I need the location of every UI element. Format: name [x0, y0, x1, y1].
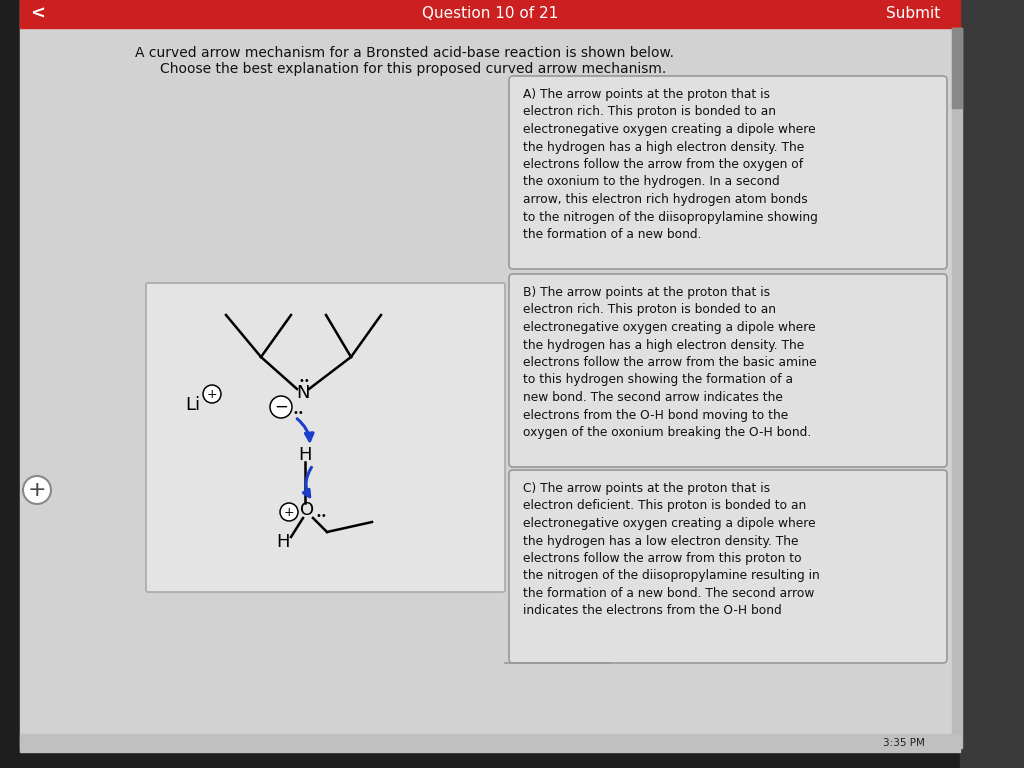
- Text: N: N: [296, 384, 309, 402]
- Circle shape: [280, 503, 298, 521]
- Bar: [952, 28, 962, 748]
- Text: +: +: [284, 505, 294, 518]
- Circle shape: [23, 476, 51, 504]
- Text: ••: ••: [298, 376, 310, 386]
- Bar: [20, 0, 961, 28]
- Text: +: +: [207, 388, 217, 400]
- FancyBboxPatch shape: [509, 470, 947, 663]
- Bar: [20, 734, 961, 752]
- FancyArrowPatch shape: [297, 419, 313, 441]
- Bar: [952, 28, 962, 108]
- Text: A curved arrow mechanism for a Bronsted acid-base reaction is shown below.: A curved arrow mechanism for a Bronsted …: [135, 46, 674, 60]
- Text: H: H: [298, 446, 311, 464]
- Text: Submit: Submit: [886, 6, 940, 22]
- Text: 3:35 PM: 3:35 PM: [883, 738, 925, 748]
- Text: O: O: [300, 501, 314, 519]
- Text: H: H: [276, 533, 290, 551]
- Text: +: +: [28, 480, 46, 500]
- FancyBboxPatch shape: [146, 283, 505, 592]
- Circle shape: [270, 396, 292, 418]
- Bar: [961, 0, 1024, 768]
- FancyArrowPatch shape: [303, 467, 311, 497]
- FancyBboxPatch shape: [509, 76, 947, 269]
- Text: C) The arrow points at the proton that is
electron deficient. This proton is bon: C) The arrow points at the proton that i…: [523, 482, 820, 617]
- Text: B) The arrow points at the proton that is
electron rich. This proton is bonded t: B) The arrow points at the proton that i…: [523, 286, 816, 439]
- Text: A) The arrow points at the proton that is
electron rich. This proton is bonded t: A) The arrow points at the proton that i…: [523, 88, 818, 241]
- Text: −: −: [274, 398, 288, 416]
- Text: Li: Li: [185, 396, 201, 414]
- FancyBboxPatch shape: [509, 274, 947, 467]
- Text: <: <: [31, 5, 45, 23]
- Circle shape: [203, 385, 221, 403]
- Text: ••: ••: [315, 511, 327, 521]
- Text: Choose the best explanation for this proposed curved arrow mechanism.: Choose the best explanation for this pro…: [160, 62, 667, 76]
- Text: Question 10 of 21: Question 10 of 21: [422, 6, 558, 22]
- Text: ••: ••: [292, 408, 304, 418]
